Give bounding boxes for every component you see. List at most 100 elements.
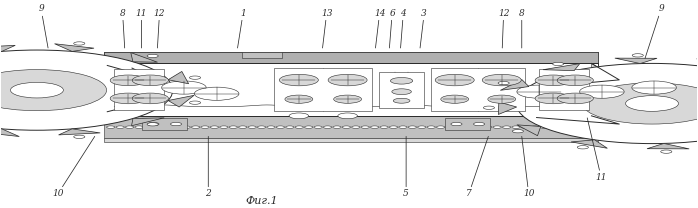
- Circle shape: [392, 89, 411, 95]
- Circle shape: [334, 95, 362, 103]
- Circle shape: [632, 54, 644, 57]
- Polygon shape: [571, 140, 607, 148]
- Text: 8: 8: [519, 9, 525, 48]
- Circle shape: [577, 146, 588, 149]
- Text: 3: 3: [420, 9, 427, 48]
- Circle shape: [189, 101, 200, 104]
- Bar: [445, 118, 491, 130]
- Circle shape: [338, 113, 357, 119]
- Circle shape: [194, 87, 239, 100]
- Text: 13: 13: [321, 9, 332, 48]
- Circle shape: [427, 126, 436, 128]
- Circle shape: [517, 85, 561, 98]
- Circle shape: [530, 126, 539, 128]
- Circle shape: [578, 126, 586, 128]
- Polygon shape: [131, 118, 164, 126]
- Text: 9: 9: [645, 4, 664, 58]
- Text: 5: 5: [403, 136, 409, 198]
- Circle shape: [661, 150, 672, 153]
- Circle shape: [535, 93, 572, 104]
- Circle shape: [451, 123, 462, 126]
- Circle shape: [276, 126, 285, 128]
- Circle shape: [172, 126, 181, 128]
- Bar: [104, 52, 598, 112]
- Circle shape: [417, 126, 426, 128]
- Circle shape: [535, 75, 572, 86]
- Circle shape: [144, 126, 153, 128]
- Circle shape: [549, 126, 558, 128]
- Circle shape: [484, 126, 492, 128]
- Circle shape: [323, 126, 332, 128]
- Text: 1: 1: [237, 9, 246, 48]
- Bar: [379, 72, 424, 108]
- Circle shape: [632, 81, 676, 94]
- Bar: [114, 69, 165, 110]
- Polygon shape: [537, 63, 619, 124]
- Circle shape: [239, 126, 247, 128]
- Text: 12: 12: [154, 9, 165, 48]
- Polygon shape: [615, 58, 657, 64]
- Text: 11: 11: [587, 118, 607, 182]
- Circle shape: [521, 126, 530, 128]
- Text: 11: 11: [135, 9, 147, 48]
- Circle shape: [162, 81, 206, 94]
- Circle shape: [279, 74, 318, 86]
- Circle shape: [170, 123, 181, 126]
- Circle shape: [126, 126, 134, 128]
- Circle shape: [474, 126, 482, 128]
- Circle shape: [579, 85, 624, 98]
- Circle shape: [342, 126, 350, 128]
- Circle shape: [557, 93, 593, 104]
- Text: 6: 6: [389, 9, 395, 48]
- Circle shape: [289, 113, 309, 119]
- Circle shape: [267, 126, 275, 128]
- Circle shape: [399, 126, 407, 128]
- Circle shape: [455, 126, 463, 128]
- Bar: [104, 139, 598, 141]
- Text: 9: 9: [38, 4, 48, 48]
- Circle shape: [465, 126, 473, 128]
- Circle shape: [182, 126, 191, 128]
- Text: 7: 7: [466, 136, 489, 198]
- Bar: [142, 118, 187, 130]
- Text: 10: 10: [522, 136, 535, 198]
- Circle shape: [163, 126, 172, 128]
- Text: 2: 2: [205, 136, 211, 198]
- Bar: [274, 68, 372, 111]
- Bar: [242, 52, 282, 58]
- Circle shape: [328, 74, 367, 86]
- Circle shape: [512, 126, 520, 128]
- Circle shape: [132, 75, 168, 86]
- Circle shape: [473, 123, 484, 126]
- Circle shape: [0, 50, 173, 130]
- Polygon shape: [54, 44, 94, 51]
- Circle shape: [389, 126, 398, 128]
- Polygon shape: [498, 102, 517, 114]
- Bar: [431, 68, 525, 111]
- Circle shape: [540, 126, 549, 128]
- Polygon shape: [517, 125, 541, 136]
- Circle shape: [498, 82, 510, 85]
- Circle shape: [390, 78, 413, 84]
- Bar: [104, 52, 598, 63]
- Circle shape: [74, 42, 85, 45]
- Circle shape: [147, 123, 158, 126]
- Circle shape: [258, 126, 266, 128]
- Circle shape: [553, 62, 564, 66]
- Circle shape: [436, 126, 445, 128]
- Polygon shape: [0, 129, 20, 136]
- Circle shape: [154, 126, 162, 128]
- Circle shape: [568, 126, 577, 128]
- Circle shape: [295, 126, 304, 128]
- Circle shape: [484, 106, 494, 109]
- Polygon shape: [168, 72, 188, 84]
- Polygon shape: [59, 129, 101, 135]
- Polygon shape: [647, 144, 689, 149]
- Polygon shape: [168, 95, 194, 107]
- Circle shape: [503, 126, 511, 128]
- Text: 14: 14: [374, 9, 385, 48]
- Polygon shape: [500, 80, 529, 90]
- Circle shape: [135, 126, 143, 128]
- Circle shape: [148, 123, 159, 126]
- Polygon shape: [131, 53, 158, 62]
